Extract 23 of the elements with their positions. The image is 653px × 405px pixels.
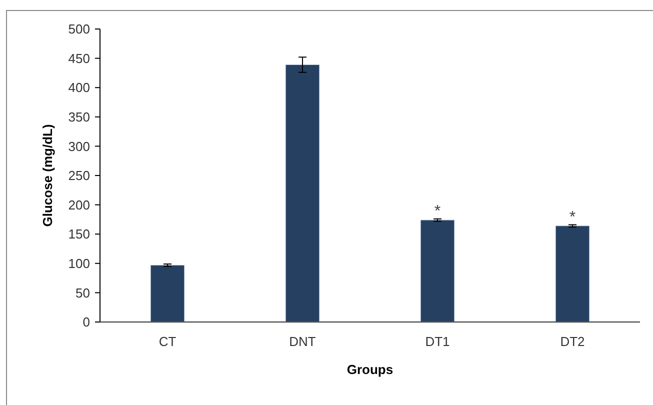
annotation: * — [434, 203, 441, 220]
y-tick-label: 50 — [76, 285, 90, 300]
x-axis-title: Groups — [346, 362, 394, 377]
y-tick-label: 400 — [68, 80, 90, 96]
bar — [150, 264, 185, 322]
bar — [420, 220, 455, 322]
y-tick-label: 450 — [68, 50, 90, 66]
y-tick-label: 200 — [68, 197, 90, 212]
y-tick-label: 250 — [68, 168, 90, 184]
x-tick-label: DT2 — [560, 334, 585, 349]
y-tick-label: 100 — [68, 256, 90, 271]
y-tick-label: 500 — [68, 22, 90, 37]
y-tick-label: 150 — [68, 226, 90, 242]
y-tick-label: 350 — [68, 109, 90, 124]
x-tick-label: DNT — [289, 334, 316, 349]
x-tick-label: CT — [158, 334, 176, 349]
bar — [285, 64, 320, 322]
x-tick-label: DT1 — [425, 334, 450, 349]
y-tick-label: 300 — [68, 138, 90, 154]
bar — [555, 226, 590, 322]
y-tick-label: 0 — [82, 314, 90, 330]
y-axis-title: Glucose (mg/dL) — [40, 124, 55, 227]
annotation: * — [569, 208, 576, 226]
